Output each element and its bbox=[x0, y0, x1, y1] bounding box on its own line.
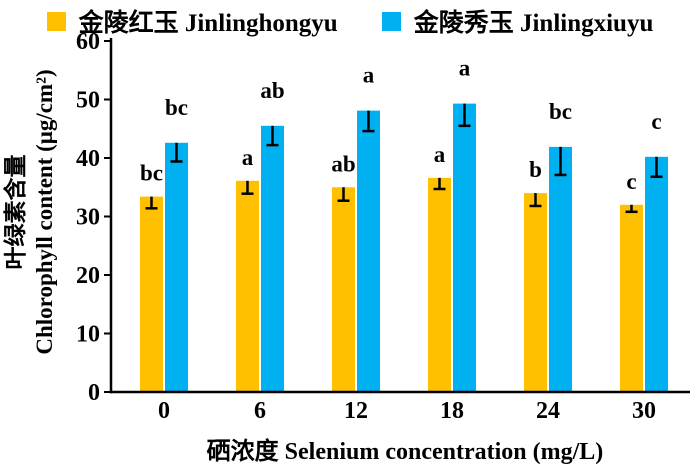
legend-item-jinlinghongyu: 金陵红玉 Jinlinghongyu bbox=[46, 3, 338, 39]
bar-series1-cat18 bbox=[453, 103, 476, 392]
bar-series0-cat30 bbox=[620, 204, 643, 392]
sig-letter: a bbox=[434, 142, 446, 167]
x-axis-tick-label: 0 bbox=[158, 398, 170, 424]
sig-letter: bc bbox=[140, 161, 163, 186]
sig-letter: c bbox=[626, 169, 636, 194]
x-axis-tick-label: 30 bbox=[632, 398, 656, 424]
x-axis-tick-label: 12 bbox=[344, 398, 368, 424]
sig-letter: ab bbox=[260, 78, 284, 103]
sig-letter: a bbox=[242, 145, 254, 170]
legend-label-jinlinghongyu: 金陵红玉 Jinlinghongyu bbox=[78, 10, 338, 37]
x-axis-tick-label: 24 bbox=[536, 398, 560, 424]
sig-letter: ab bbox=[331, 151, 355, 176]
sig-letter: a bbox=[363, 63, 375, 88]
y-axis-tick-label: 0 bbox=[88, 380, 100, 406]
sig-letter: bc bbox=[165, 95, 188, 120]
bar-series0-cat12 bbox=[332, 187, 355, 392]
sig-letter: bc bbox=[549, 99, 572, 124]
bar-series0-cat0 bbox=[140, 196, 163, 392]
bar-series1-cat24 bbox=[549, 146, 572, 392]
legend-swatch-yellow-icon bbox=[46, 11, 66, 31]
bar-series0-cat6 bbox=[236, 180, 259, 392]
bar-series1-cat0 bbox=[165, 142, 188, 392]
chart-legend: 金陵红玉 Jinlinghongyu 金陵秀玉 Jinlingxiuyu bbox=[0, 3, 700, 39]
x-axis-tick-label: 18 bbox=[440, 398, 464, 424]
y-axis-tick-label: 50 bbox=[76, 88, 100, 114]
bar-series1-cat6 bbox=[261, 125, 284, 392]
y-axis-tick-label: 10 bbox=[76, 322, 100, 348]
legend-label-jinlingxiuyu: 金陵秀玉 Jinlingxiuyu bbox=[413, 10, 654, 37]
legend-swatch-blue-icon bbox=[381, 11, 401, 31]
sig-letter: b bbox=[529, 157, 542, 182]
sig-letter: c bbox=[651, 109, 661, 134]
x-axis-title: 硒浓度 Selenium concentration (mg/L) bbox=[206, 439, 604, 465]
y-axis-tick-label: 30 bbox=[76, 205, 100, 231]
y-axis-tick-label: 40 bbox=[76, 146, 100, 172]
legend-item-jinlingxiuyu: 金陵秀玉 Jinlingxiuyu bbox=[381, 3, 654, 39]
bar-series0-cat24 bbox=[524, 193, 547, 392]
bar-series0-cat18 bbox=[428, 177, 451, 392]
sig-letter: a bbox=[459, 56, 471, 81]
x-axis-tick-label: 6 bbox=[254, 398, 266, 424]
y-axis-tick-label: 60 bbox=[76, 29, 100, 55]
bar-series1-cat30 bbox=[645, 156, 668, 392]
bar-series1-cat12 bbox=[357, 110, 380, 393]
y-axis-tick-label: 20 bbox=[76, 263, 100, 289]
